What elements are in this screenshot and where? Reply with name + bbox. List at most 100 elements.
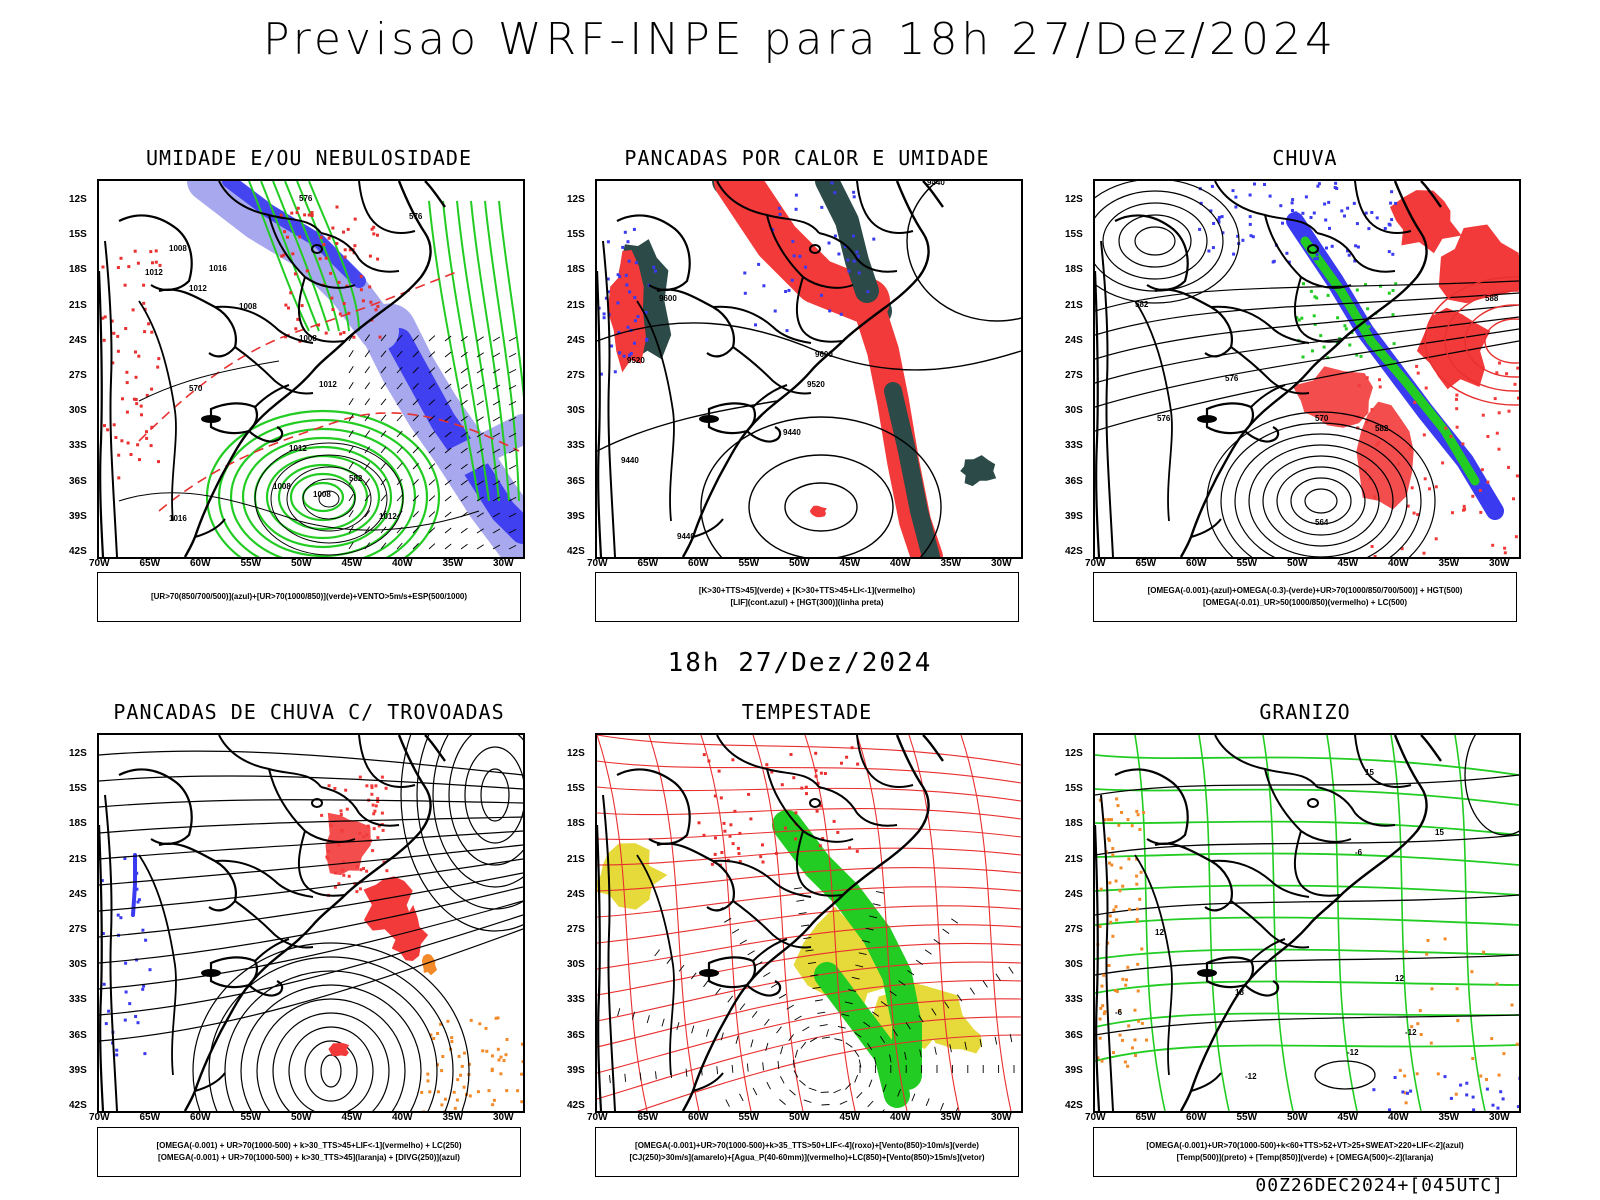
lat-tick-label: 36S <box>1065 1029 1083 1041</box>
legend-line: [K>30+TTS>45](verde) + [K>30+TTS>45+LI<-… <box>698 586 916 595</box>
contour-label: 570 <box>189 384 203 393</box>
contour-label: 9600 <box>815 350 833 359</box>
contour-label: 1008 <box>169 244 187 253</box>
lat-tick-label: 33S <box>1065 994 1083 1006</box>
lat-tick-label: 33S <box>69 440 87 452</box>
lon-tick-label: 60W <box>190 1112 211 1123</box>
lat-tick-label: 36S <box>69 1029 87 1041</box>
contour-label: 1008 <box>273 482 291 491</box>
lon-tick-label: 30W <box>493 1112 514 1123</box>
lon-tick-label: 35W <box>940 558 962 569</box>
lat-tick-label: 21S <box>1065 299 1083 311</box>
contour-label: 1008 <box>239 302 257 311</box>
legend-line: [OMEGA(-0.001) + UR>70(1000-500) + k>30_… <box>156 1141 462 1150</box>
lon-tick-label: 70W <box>89 1112 110 1123</box>
contour-label: 9440 <box>621 456 639 465</box>
lat-tick-label: 24S <box>567 334 585 346</box>
contour-label: 1012 <box>145 268 163 277</box>
contour-label: -6 <box>1115 1008 1123 1017</box>
lon-tick-label: 35W <box>442 1112 464 1123</box>
panel-title-umidade: UMIDADE E/OU NEBULOSIDADE <box>145 146 473 170</box>
lat-tick-label: 42S <box>69 546 87 557</box>
lon-tick-label: 50W <box>1287 1112 1308 1123</box>
geography-borders <box>99 181 446 557</box>
contour-label: -12 <box>1245 1072 1257 1081</box>
lat-tick-label: 12S <box>69 748 87 759</box>
contour-label: 576 <box>1225 374 1239 383</box>
weather-fields <box>597 181 1021 557</box>
legend-chuva: [OMEGA(-0.001)-(azul)+OMEGA(-0.3)-(verde… <box>1093 572 1517 622</box>
weather-fields <box>101 181 523 557</box>
contour-label: 1016 <box>209 264 227 273</box>
lon-tick-label: 35W <box>442 558 464 569</box>
lat-tick-label: 39S <box>1065 1064 1083 1076</box>
panel-title-pancadas_calor: PANCADAS POR CALOR E UMIDADE <box>624 146 990 170</box>
lat-tick-label: 42S <box>567 546 585 557</box>
lat-tick-label: 30S <box>1065 959 1083 971</box>
lat-tick-label: 12S <box>567 748 585 759</box>
weather-fields <box>1095 181 1519 557</box>
lat-tick-label: 24S <box>1065 334 1083 346</box>
lon-tick-label: 45W <box>1337 558 1359 569</box>
lat-tick-label: 18S <box>69 818 87 830</box>
lon-tick-label: 45W <box>341 1112 363 1123</box>
geography-borders <box>99 735 446 1111</box>
lon-tick-label: 70W <box>587 558 608 569</box>
map-panel-pancadas_calor: 9600 9520 9440 9600 9520 9440 9440 9440 <box>595 179 1023 559</box>
lat-tick-label: 18S <box>69 264 87 276</box>
lon-tick-label: 35W <box>1438 1112 1460 1123</box>
contour-label: 1016 <box>169 514 187 523</box>
contour-label: 582 <box>1375 424 1389 433</box>
weather-fields <box>597 735 1021 1111</box>
lon-tick-label: 45W <box>1337 1112 1359 1123</box>
lat-tick-label: 42S <box>69 1100 87 1111</box>
lat-tick-label: 12S <box>567 194 585 205</box>
lon-tick-label: 40W <box>890 1112 911 1123</box>
lon-tick-label: 55W <box>738 558 760 569</box>
lat-tick-label: 42S <box>1065 546 1083 557</box>
lon-tick-label: 60W <box>1186 558 1207 569</box>
contour-label: 15 <box>1435 828 1444 837</box>
map-panel-tempestade <box>595 733 1023 1113</box>
lat-tick-label: 21S <box>69 299 87 311</box>
lat-tick-label: 42S <box>1065 1100 1083 1111</box>
lat-tick-label: 39S <box>69 1064 87 1076</box>
lon-tick-label: 65W <box>139 558 161 569</box>
lat-tick-label: 24S <box>1065 888 1083 900</box>
lat-tick-label: 30S <box>567 959 585 971</box>
contour-label: 1012 <box>289 444 307 453</box>
map-panel-umidade: 1008 1012 1012 1008 1008 1012 1016 1012 1008 1012… <box>97 179 525 559</box>
lon-tick-label: 30W <box>493 558 514 569</box>
lat-tick-label: 39S <box>1065 510 1083 522</box>
legend-line: [OMEGA(-0.001)+UR>70(1000-500)+k<60+TTS>… <box>1146 1141 1464 1150</box>
lon-tick-label: 70W <box>89 558 110 569</box>
lat-tick-label: 12S <box>1065 194 1083 205</box>
weather-fields <box>1095 735 1519 1111</box>
lat-tick-label: 21S <box>1065 853 1083 865</box>
contour-label: 1012 <box>379 512 397 521</box>
lon-tick-label: 30W <box>991 1112 1012 1123</box>
lat-tick-label: 33S <box>69 994 87 1006</box>
contour-label: 576 <box>299 194 313 203</box>
contour-label: 9440 <box>677 532 695 541</box>
contour-label: 9520 <box>807 380 825 389</box>
lon-tick-label: 55W <box>240 1112 262 1123</box>
run-timestamp: 00Z26DEC2024+[045UTC] <box>1255 1175 1504 1196</box>
lat-tick-label: 36S <box>567 1029 585 1041</box>
lat-tick-label: 15S <box>567 783 585 795</box>
lat-tick-label: 42S <box>567 1100 585 1111</box>
legend-line: [UR>70(850/700/500)](azul)+[UR>70(1000/8… <box>150 592 468 601</box>
map-panel-pancadas_trovoadas <box>97 733 525 1113</box>
legend-line: [OMEGA(-0.001) + UR>70(1000-500) + k>30_… <box>158 1153 460 1162</box>
lat-tick-label: 18S <box>1065 818 1083 830</box>
map-graphic-umidade: 1008 1012 1012 1008 1008 1012 1016 1012 1008 1012… <box>99 181 523 557</box>
lon-tick-label: 60W <box>688 1112 709 1123</box>
map-panel-chuva: 582 576 570 564 582 588 576 <box>1093 179 1521 559</box>
contour-label: -12 <box>1405 1028 1417 1037</box>
lat-tick-label: 30S <box>1065 405 1083 417</box>
lat-tick-label: 36S <box>69 475 87 487</box>
lon-tick-label: 40W <box>1388 1112 1409 1123</box>
contour-label: 9520 <box>627 356 645 365</box>
lat-tick-label: 18S <box>567 818 585 830</box>
lon-tick-label: 40W <box>392 558 413 569</box>
